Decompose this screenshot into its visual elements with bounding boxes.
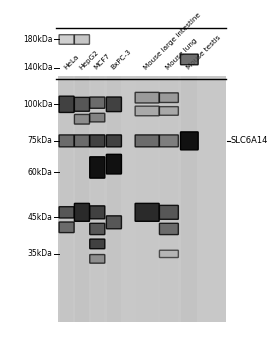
Bar <box>91 76 104 322</box>
FancyBboxPatch shape <box>90 113 105 122</box>
FancyBboxPatch shape <box>59 135 74 147</box>
Text: SLC6A14: SLC6A14 <box>231 136 268 145</box>
Text: 35kDa: 35kDa <box>28 250 53 258</box>
Bar <box>160 76 178 322</box>
FancyBboxPatch shape <box>159 93 178 103</box>
FancyBboxPatch shape <box>106 135 121 147</box>
FancyBboxPatch shape <box>90 206 105 219</box>
FancyBboxPatch shape <box>75 97 90 111</box>
Bar <box>60 76 73 322</box>
Text: 75kDa: 75kDa <box>28 136 53 145</box>
FancyBboxPatch shape <box>90 157 105 178</box>
FancyBboxPatch shape <box>75 114 90 124</box>
Bar <box>58 76 226 322</box>
FancyBboxPatch shape <box>135 135 159 147</box>
Text: HeLa: HeLa <box>62 54 79 71</box>
FancyBboxPatch shape <box>90 97 105 108</box>
FancyBboxPatch shape <box>90 254 105 263</box>
Text: 180kDa: 180kDa <box>23 35 53 44</box>
FancyBboxPatch shape <box>106 97 121 112</box>
Bar <box>181 76 197 322</box>
Text: Mouse lung: Mouse lung <box>165 37 198 71</box>
FancyBboxPatch shape <box>159 205 178 219</box>
FancyBboxPatch shape <box>159 250 178 258</box>
FancyBboxPatch shape <box>59 222 74 233</box>
FancyBboxPatch shape <box>135 203 159 221</box>
Text: Mouse large intestine: Mouse large intestine <box>143 12 202 71</box>
FancyBboxPatch shape <box>135 106 159 116</box>
FancyBboxPatch shape <box>59 207 74 218</box>
Text: 140kDa: 140kDa <box>23 63 53 72</box>
FancyBboxPatch shape <box>135 92 159 103</box>
FancyBboxPatch shape <box>159 135 178 147</box>
FancyBboxPatch shape <box>75 203 90 221</box>
FancyBboxPatch shape <box>181 54 198 65</box>
Text: MCF7: MCF7 <box>93 53 112 71</box>
Text: 45kDa: 45kDa <box>28 213 53 222</box>
FancyBboxPatch shape <box>106 216 121 229</box>
FancyBboxPatch shape <box>90 223 105 235</box>
Text: Mouse testis: Mouse testis <box>185 35 221 71</box>
FancyBboxPatch shape <box>90 239 105 249</box>
FancyBboxPatch shape <box>75 135 90 147</box>
Text: 60kDa: 60kDa <box>28 168 53 177</box>
Text: HepG2: HepG2 <box>78 49 99 71</box>
FancyBboxPatch shape <box>59 35 74 44</box>
Text: 100kDa: 100kDa <box>23 100 53 109</box>
Bar <box>136 76 158 322</box>
FancyBboxPatch shape <box>75 35 90 44</box>
Bar <box>75 76 89 322</box>
FancyBboxPatch shape <box>59 96 74 112</box>
FancyBboxPatch shape <box>159 107 178 115</box>
FancyBboxPatch shape <box>181 132 198 150</box>
Text: BxPC-3: BxPC-3 <box>110 49 132 71</box>
FancyBboxPatch shape <box>106 154 121 174</box>
FancyBboxPatch shape <box>90 135 105 147</box>
FancyBboxPatch shape <box>159 223 178 235</box>
Bar <box>107 76 121 322</box>
